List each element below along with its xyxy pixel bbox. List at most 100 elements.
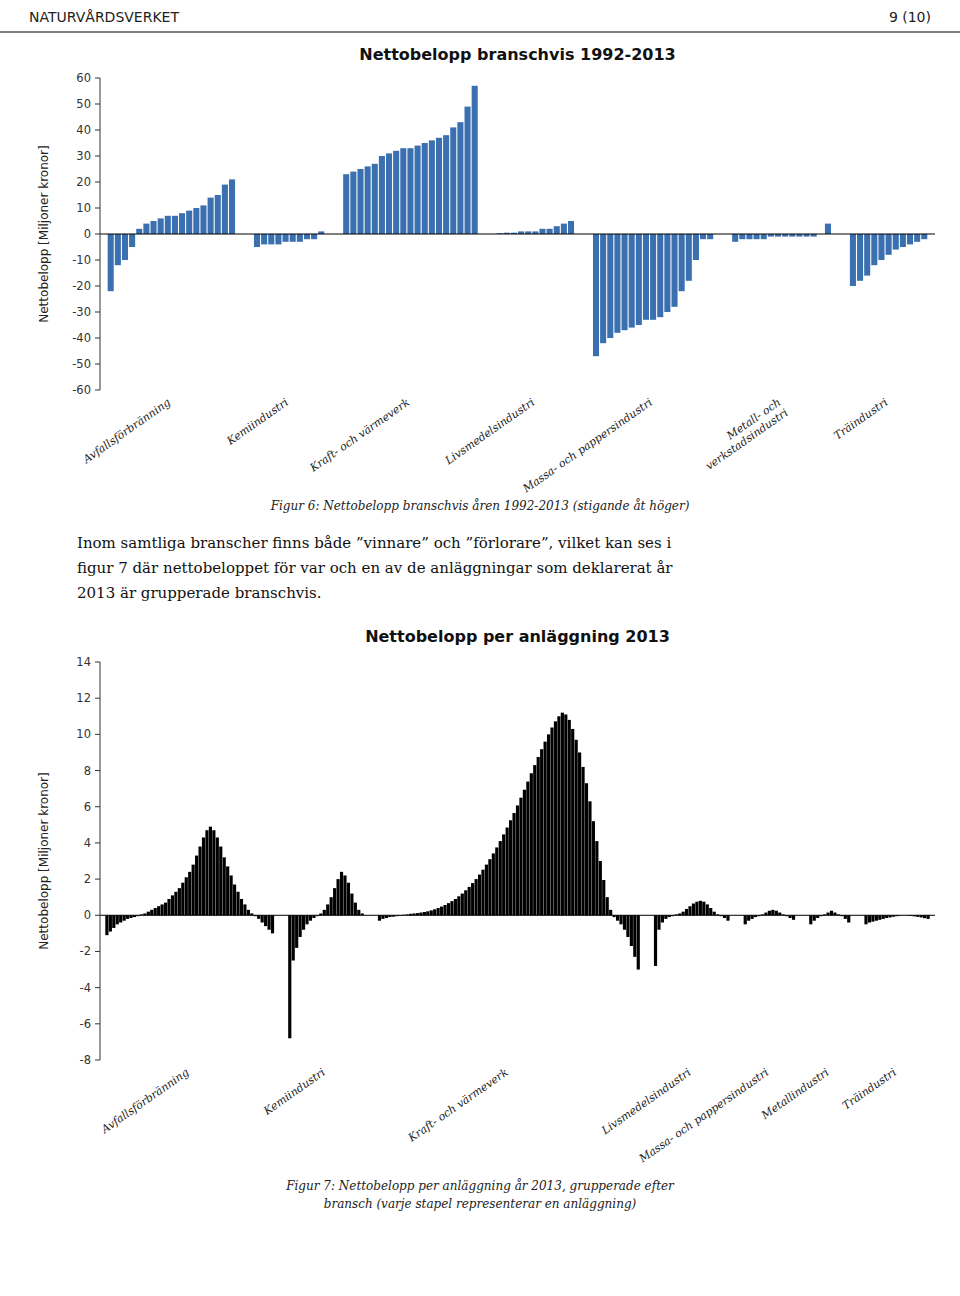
- bar: [707, 234, 713, 239]
- y-tick: [95, 770, 100, 771]
- bar: [907, 234, 913, 244]
- y-tick-label: -40: [72, 331, 91, 345]
- y-tick-label: -50: [72, 357, 91, 371]
- bar: [878, 915, 881, 920]
- y-tick-label: 12: [76, 691, 91, 705]
- y-tick-label: 20: [76, 175, 91, 189]
- y-tick-label: 8: [84, 764, 91, 778]
- bar: [208, 198, 214, 234]
- bar: [643, 234, 649, 320]
- bar: [188, 872, 191, 915]
- bar: [561, 713, 564, 916]
- bar: [547, 734, 550, 915]
- bar: [236, 892, 239, 916]
- bar: [519, 798, 522, 916]
- bar: [123, 915, 126, 920]
- bar: [709, 908, 712, 915]
- bar: [540, 749, 543, 915]
- bar: [554, 226, 560, 234]
- bar: [607, 234, 613, 338]
- text-line: verkstadsindustri: [703, 406, 790, 473]
- bar: [539, 229, 545, 234]
- bar: [150, 910, 153, 915]
- bar: [629, 234, 635, 328]
- bar: [179, 213, 185, 234]
- bar: [429, 140, 435, 234]
- bar: [164, 903, 167, 916]
- bar: [215, 195, 221, 234]
- y-tick: [95, 104, 100, 105]
- bar: [437, 908, 440, 915]
- group-label: Kemiindustri: [224, 396, 291, 448]
- bar: [304, 234, 310, 239]
- bar: [297, 234, 303, 242]
- bar: [205, 830, 208, 915]
- bar: [105, 915, 108, 935]
- bar: [893, 234, 899, 250]
- bar: [150, 221, 156, 234]
- bar: [357, 169, 363, 234]
- chart: Nettobelopp branschvis 1992-2013-60-50-4…: [37, 45, 935, 513]
- bar: [202, 837, 205, 915]
- bar: [622, 234, 628, 330]
- bar: [330, 897, 333, 915]
- bar: [468, 887, 471, 915]
- bar: [746, 234, 752, 239]
- bar: [288, 915, 291, 1038]
- y-tick: [95, 951, 100, 952]
- y-tick-label: 2: [84, 872, 91, 886]
- y-tick: [95, 364, 100, 365]
- y-tick-label: -4: [80, 981, 91, 995]
- y-tick-label: 6: [84, 800, 91, 814]
- y-tick-label: 40: [76, 123, 91, 137]
- y-tick: [95, 78, 100, 79]
- bar: [661, 915, 664, 922]
- bar: [792, 915, 795, 920]
- bar: [592, 821, 595, 915]
- bar: [422, 143, 428, 234]
- bar: [299, 915, 302, 937]
- bar: [679, 234, 685, 291]
- bar: [261, 915, 264, 922]
- bar: [122, 234, 128, 260]
- header-left: NATURVÅRDSVERKET: [29, 9, 179, 25]
- bar: [333, 888, 336, 915]
- bar: [393, 151, 399, 234]
- bar: [193, 208, 199, 234]
- bar: [481, 870, 484, 916]
- y-tick-label: 0: [84, 908, 91, 922]
- bar: [595, 841, 598, 915]
- bar: [112, 915, 115, 928]
- bar: [702, 902, 705, 916]
- group-label: Metallindustri: [758, 1066, 831, 1123]
- bar: [343, 174, 349, 234]
- bar: [275, 234, 281, 244]
- bar: [768, 911, 771, 916]
- bar: [379, 156, 385, 234]
- bar: [864, 915, 867, 924]
- y-tick-label: 14: [76, 655, 91, 669]
- bar: [927, 915, 930, 919]
- y-tick: [95, 1023, 100, 1024]
- y-tick: [95, 879, 100, 880]
- bar: [305, 915, 308, 924]
- bar: [198, 847, 201, 916]
- bar: [161, 904, 164, 915]
- bar: [809, 915, 812, 924]
- bar: [457, 122, 463, 234]
- bar: [172, 216, 178, 234]
- caption: Figur 6: Nettobelopp branschvis åren 199…: [270, 498, 690, 513]
- y-tick: [95, 390, 100, 391]
- bar: [695, 902, 698, 916]
- bar: [243, 904, 246, 915]
- bar: [633, 915, 636, 957]
- bar: [290, 234, 296, 242]
- y-tick-label: 50: [76, 97, 91, 111]
- bar: [593, 234, 599, 356]
- page: NATURVÅRDSVERKET9 (10)Inom samtliga bran…: [0, 0, 960, 1296]
- bar: [739, 234, 745, 239]
- bar: [465, 107, 471, 234]
- bar: [588, 801, 591, 915]
- bar: [433, 909, 436, 915]
- bar: [578, 752, 581, 915]
